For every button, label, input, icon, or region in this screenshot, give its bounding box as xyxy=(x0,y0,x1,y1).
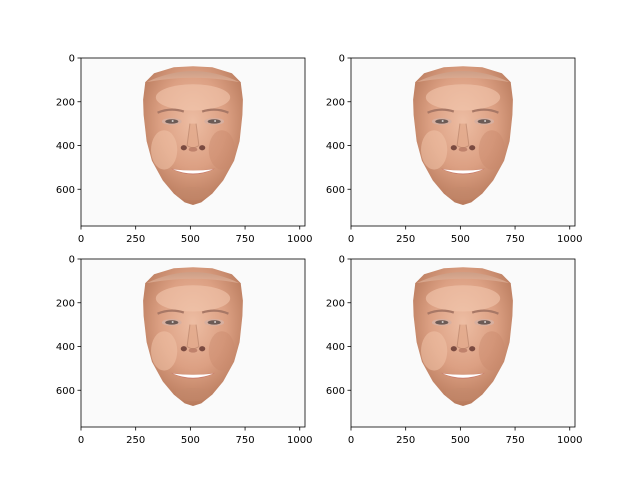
y-tick-label: 400 xyxy=(326,141,345,152)
chin-shadow xyxy=(176,187,211,200)
right-eye-glint xyxy=(214,120,216,122)
x-tick-label: 750 xyxy=(236,435,255,446)
nose-tip xyxy=(189,348,198,352)
x-tick-label: 1000 xyxy=(557,435,582,446)
left-eye-glint xyxy=(172,120,174,122)
left-nostril xyxy=(451,145,457,150)
right-nostril xyxy=(199,145,205,150)
chin-shadow xyxy=(446,388,481,401)
y-tick-label: 600 xyxy=(326,185,345,196)
y-tick-label: 200 xyxy=(326,97,345,108)
x-tick-label: 500 xyxy=(181,435,200,446)
x-tick-label: 250 xyxy=(396,234,415,245)
x-tick-label: 250 xyxy=(396,435,415,446)
right-cheek xyxy=(479,331,505,370)
y-tick-label: 400 xyxy=(326,342,345,353)
x-tick-label: 1000 xyxy=(557,234,582,245)
x-tick-label: 750 xyxy=(506,234,525,245)
y-tick-label: 200 xyxy=(326,298,345,309)
x-tick-label: 0 xyxy=(78,234,84,245)
y-tick-label: 0 xyxy=(339,255,345,266)
right-cheek xyxy=(209,130,235,169)
x-tick-label: 750 xyxy=(236,234,255,245)
x-tick-label: 500 xyxy=(451,435,470,446)
y-tick-label: 200 xyxy=(56,298,75,309)
x-tick-label: 0 xyxy=(348,234,354,245)
x-tick-label: 1000 xyxy=(287,234,312,245)
x-tick-label: 0 xyxy=(348,435,354,446)
y-tick-label: 0 xyxy=(339,54,345,65)
chin-shadow xyxy=(176,388,211,401)
y-tick-label: 400 xyxy=(56,342,75,353)
x-tick-label: 750 xyxy=(506,435,525,446)
nose-tip xyxy=(459,348,468,352)
right-nostril xyxy=(199,346,205,351)
y-tick-label: 400 xyxy=(56,141,75,152)
right-eye-glint xyxy=(214,321,216,323)
image-panel-bottom-right: 0 250 500 750 1000 0 200 400 600 xyxy=(326,255,583,447)
forehead-highlight xyxy=(426,84,500,110)
x-tick-label: 1000 xyxy=(287,435,312,446)
left-eye-glint xyxy=(442,120,444,122)
right-nostril xyxy=(469,346,475,351)
y-tick-label: 600 xyxy=(326,386,345,397)
forehead-highlight xyxy=(156,84,230,110)
y-tick-label: 600 xyxy=(56,185,75,196)
right-cheek xyxy=(479,130,505,169)
x-tick-label: 500 xyxy=(181,234,200,245)
left-cheek xyxy=(421,331,447,370)
left-eye-glint xyxy=(442,321,444,323)
y-tick-label: 200 xyxy=(56,97,75,108)
y-tick-label: 0 xyxy=(69,54,75,65)
left-cheek xyxy=(151,331,177,370)
nose-tip xyxy=(189,147,198,151)
left-nostril xyxy=(451,346,457,351)
right-nostril xyxy=(469,145,475,150)
right-eye-glint xyxy=(484,120,486,122)
y-tick-label: 0 xyxy=(69,255,75,266)
forehead-highlight xyxy=(426,285,500,311)
nose-tip xyxy=(459,147,468,151)
x-tick-label: 0 xyxy=(78,435,84,446)
left-cheek xyxy=(151,130,177,169)
x-tick-label: 500 xyxy=(451,234,470,245)
y-tick-label: 600 xyxy=(56,386,75,397)
x-tick-label: 250 xyxy=(126,435,145,446)
forehead-highlight xyxy=(156,285,230,311)
left-eye-glint xyxy=(172,321,174,323)
right-eye-glint xyxy=(484,321,486,323)
image-panel-top-right: 0 250 500 750 1000 0 200 400 600 xyxy=(326,54,583,246)
left-nostril xyxy=(181,346,187,351)
image-panel-top-left: 0 250 500 750 1000 0 200 400 600 xyxy=(56,54,313,246)
chin-shadow xyxy=(446,187,481,200)
x-tick-label: 250 xyxy=(126,234,145,245)
left-cheek xyxy=(421,130,447,169)
image-panel-bottom-left: 0 250 500 750 1000 0 200 400 600 xyxy=(56,255,313,447)
right-cheek xyxy=(209,331,235,370)
left-nostril xyxy=(181,145,187,150)
